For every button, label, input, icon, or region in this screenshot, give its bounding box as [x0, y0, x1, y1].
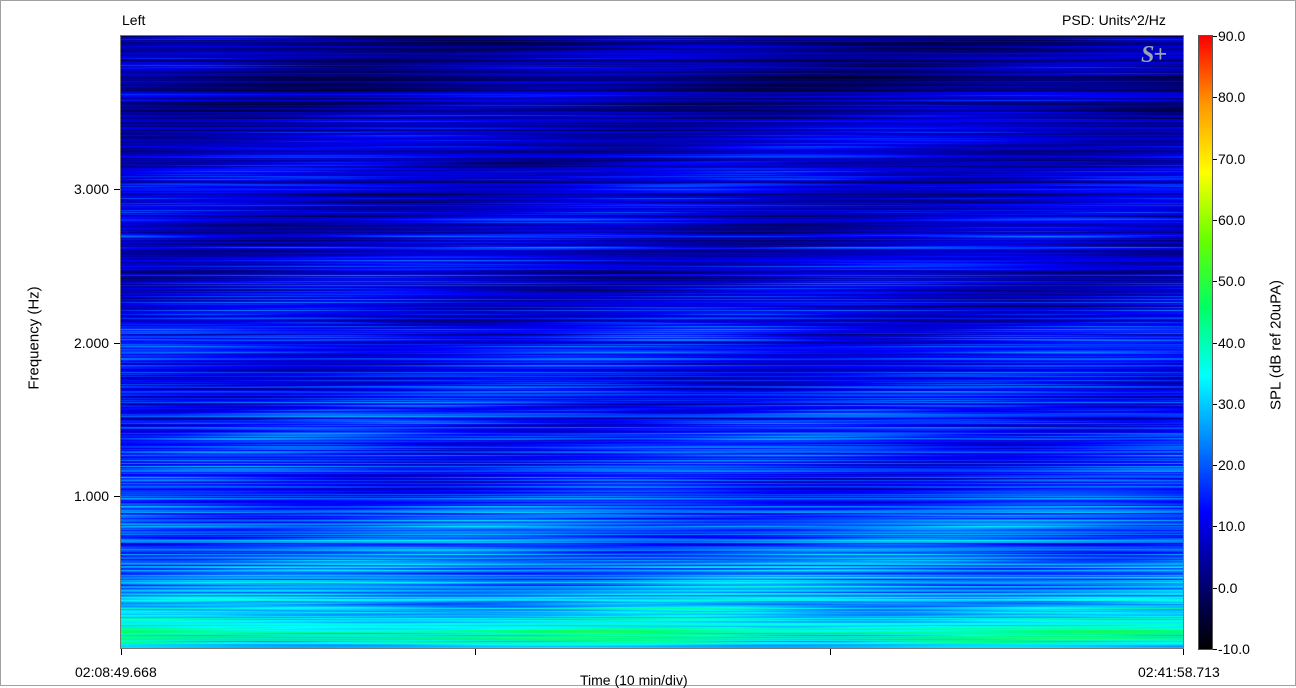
x-tick: [475, 649, 476, 655]
colorbar-title: SPL (dB ref 20uPA): [1267, 279, 1285, 411]
colorbar-tick-label: 30.0: [1218, 396, 1246, 412]
colorbar-tick-label: 0.0: [1218, 580, 1238, 596]
x-tick: [1183, 649, 1184, 655]
colorbar-tick: [1213, 36, 1217, 37]
colorbar-tick-label: 10.0: [1218, 518, 1246, 534]
colorbar-tick: [1213, 97, 1217, 98]
y-tick: [114, 189, 120, 190]
psd-label: PSD: Units^2/Hz: [1062, 12, 1166, 28]
colorbar-tick-label: 50.0: [1218, 273, 1246, 289]
x-end-label: 02:41:58.713: [1138, 664, 1220, 680]
y-tick: [114, 343, 120, 344]
y-tick-label: 1.000: [74, 488, 110, 504]
colorbar-tick-label: 60.0: [1218, 212, 1246, 228]
s-plus-logo: S+: [1141, 42, 1167, 68]
y-tick: [114, 496, 120, 497]
colorbar: [1199, 36, 1212, 649]
x-tick: [830, 649, 831, 655]
colorbar-tick-label: -10.0: [1218, 641, 1250, 657]
colorbar-tick-label: 70.0: [1218, 151, 1246, 167]
colorbar-tick-label: 40.0: [1218, 335, 1246, 351]
colorbar-tick: [1213, 220, 1217, 221]
y-axis-title: Frequency (Hz): [25, 286, 43, 390]
y-tick-label: 2.000: [74, 335, 110, 351]
colorbar-tick: [1213, 281, 1217, 282]
colorbar-tick: [1213, 526, 1217, 527]
colorbar-tick: [1213, 465, 1217, 466]
colorbar-tick-label: 80.0: [1218, 89, 1246, 105]
spectrogram-heatmap[interactable]: [121, 36, 1184, 649]
colorbar-border: [1198, 35, 1213, 650]
colorbar-tick: [1213, 649, 1217, 650]
colorbar-tick: [1213, 404, 1217, 405]
channel-label: Left: [122, 12, 146, 28]
x-start-label: 02:08:49.668: [75, 664, 157, 680]
colorbar-tick: [1213, 159, 1217, 160]
colorbar-tick-label: 90.0: [1218, 28, 1246, 44]
colorbar-tick-label: 20.0: [1218, 457, 1246, 473]
x-axis-title: Time (10 min/div): [580, 672, 688, 688]
x-tick: [121, 649, 122, 655]
colorbar-tick: [1213, 343, 1217, 344]
y-tick-label: 3.000: [74, 181, 110, 197]
colorbar-tick: [1213, 588, 1217, 589]
